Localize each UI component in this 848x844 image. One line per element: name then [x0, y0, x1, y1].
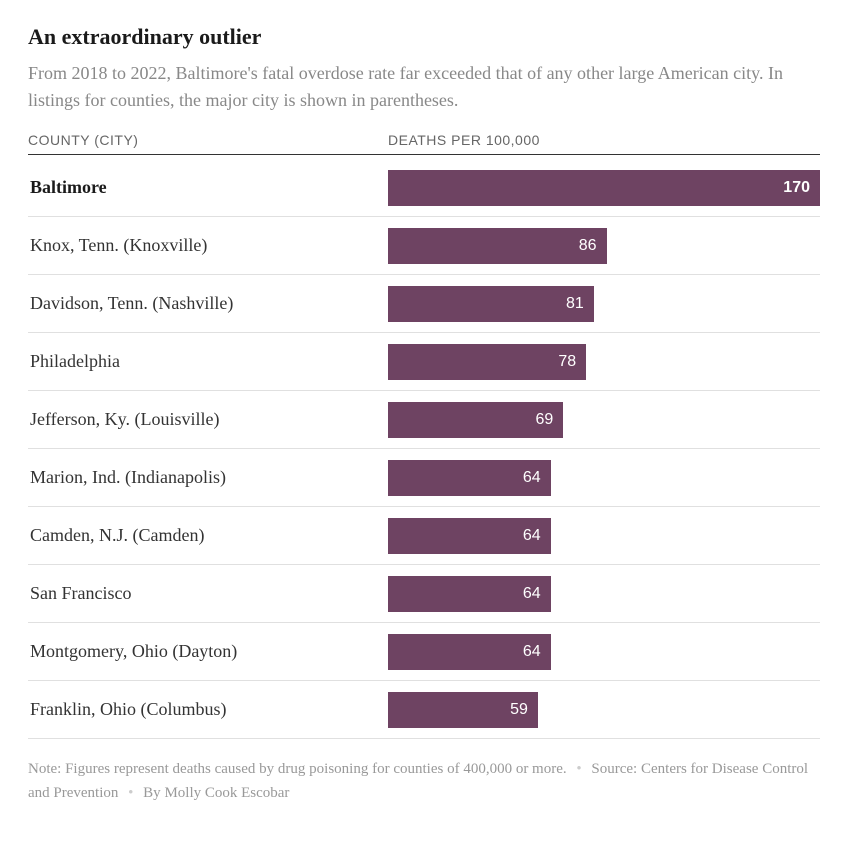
county-label: Baltimore: [28, 177, 388, 198]
bar-area: 69: [388, 391, 820, 448]
bar-value-label: 69: [536, 411, 554, 429]
column-header-county: COUNTY (CITY): [28, 132, 388, 148]
bar-value-label: 81: [566, 295, 584, 313]
footer-note: Note: Figures represent deaths caused by…: [28, 761, 567, 777]
bar-row: Baltimore 170: [28, 159, 820, 217]
bar: 81: [388, 286, 594, 322]
bar-area: 64: [388, 507, 820, 564]
bar-value-label: 86: [579, 237, 597, 255]
bar-value-label: 78: [558, 353, 576, 371]
bar: 64: [388, 634, 551, 670]
county-label: Franklin, Ohio (Columbus): [28, 699, 388, 720]
bar-area: 86: [388, 217, 820, 274]
bar-area: 81: [388, 275, 820, 332]
column-header-row: COUNTY (CITY) DEATHS PER 100,000: [28, 132, 820, 155]
bar-row: Marion, Ind. (Indianapolis) 64: [28, 449, 820, 507]
bar-area: 78: [388, 333, 820, 390]
bar-row: Davidson, Tenn. (Nashville) 81: [28, 275, 820, 333]
footer-byline: Molly Cook Escobar: [164, 785, 289, 801]
bar-value-label: 59: [510, 701, 528, 719]
bar-row: Montgomery, Ohio (Dayton) 64: [28, 623, 820, 681]
bar-area: 59: [388, 681, 820, 738]
bar-row: Knox, Tenn. (Knoxville) 86: [28, 217, 820, 275]
county-label: Marion, Ind. (Indianapolis): [28, 467, 388, 488]
bar-value-label: 170: [783, 179, 810, 197]
bar-row: Philadelphia 78: [28, 333, 820, 391]
bar: 64: [388, 576, 551, 612]
chart-footer: Note: Figures represent deaths caused by…: [28, 757, 820, 805]
bar-value-label: 64: [523, 585, 541, 603]
bar: 64: [388, 518, 551, 554]
bar-value-label: 64: [523, 527, 541, 545]
bar-area: 64: [388, 449, 820, 506]
county-label: Davidson, Tenn. (Nashville): [28, 293, 388, 314]
footer-source-label: Source:: [591, 761, 637, 777]
county-label: Philadelphia: [28, 351, 388, 372]
bar-value-label: 64: [523, 643, 541, 661]
bar: 59: [388, 692, 538, 728]
bar-row: San Francisco 64: [28, 565, 820, 623]
county-label: Jefferson, Ky. (Louisville): [28, 409, 388, 430]
chart-title: An extraordinary outlier: [28, 24, 820, 50]
bar-row: Camden, N.J. (Camden) 64: [28, 507, 820, 565]
bar: 170: [388, 170, 820, 206]
bar-row: Franklin, Ohio (Columbus) 59: [28, 681, 820, 739]
bar-value-label: 64: [523, 469, 541, 487]
bar: 78: [388, 344, 586, 380]
county-label: Knox, Tenn. (Knoxville): [28, 235, 388, 256]
bar-area: 64: [388, 623, 820, 680]
chart-subtitle: From 2018 to 2022, Baltimore's fatal ove…: [28, 60, 820, 114]
county-label: Montgomery, Ohio (Dayton): [28, 641, 388, 662]
bar-rows-container: Baltimore 170 Knox, Tenn. (Knoxville) 86 Dav…: [28, 159, 820, 739]
footer-separator-icon: •: [576, 761, 581, 777]
bar-area: 170: [388, 159, 820, 216]
footer-separator-icon: •: [128, 785, 133, 801]
column-header-metric: DEATHS PER 100,000: [388, 132, 820, 148]
bar: 86: [388, 228, 607, 264]
county-label: San Francisco: [28, 583, 388, 604]
bar-row: Jefferson, Ky. (Louisville) 69: [28, 391, 820, 449]
bar: 69: [388, 402, 563, 438]
bar: 64: [388, 460, 551, 496]
county-label: Camden, N.J. (Camden): [28, 525, 388, 546]
bar-area: 64: [388, 565, 820, 622]
footer-byline-label: By: [143, 785, 161, 801]
